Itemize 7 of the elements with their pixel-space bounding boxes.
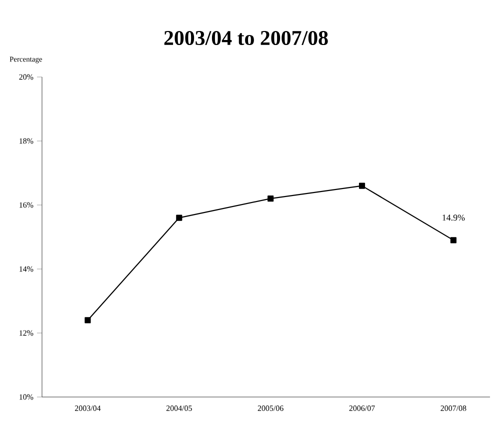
data-label: 14.9% [442, 214, 465, 221]
point [176, 214, 182, 221]
chart-title: 2003/04 to 2007/08 [164, 30, 328, 46]
point [450, 237, 456, 244]
point [268, 196, 274, 202]
point [358, 182, 366, 189]
point [84, 317, 91, 324]
